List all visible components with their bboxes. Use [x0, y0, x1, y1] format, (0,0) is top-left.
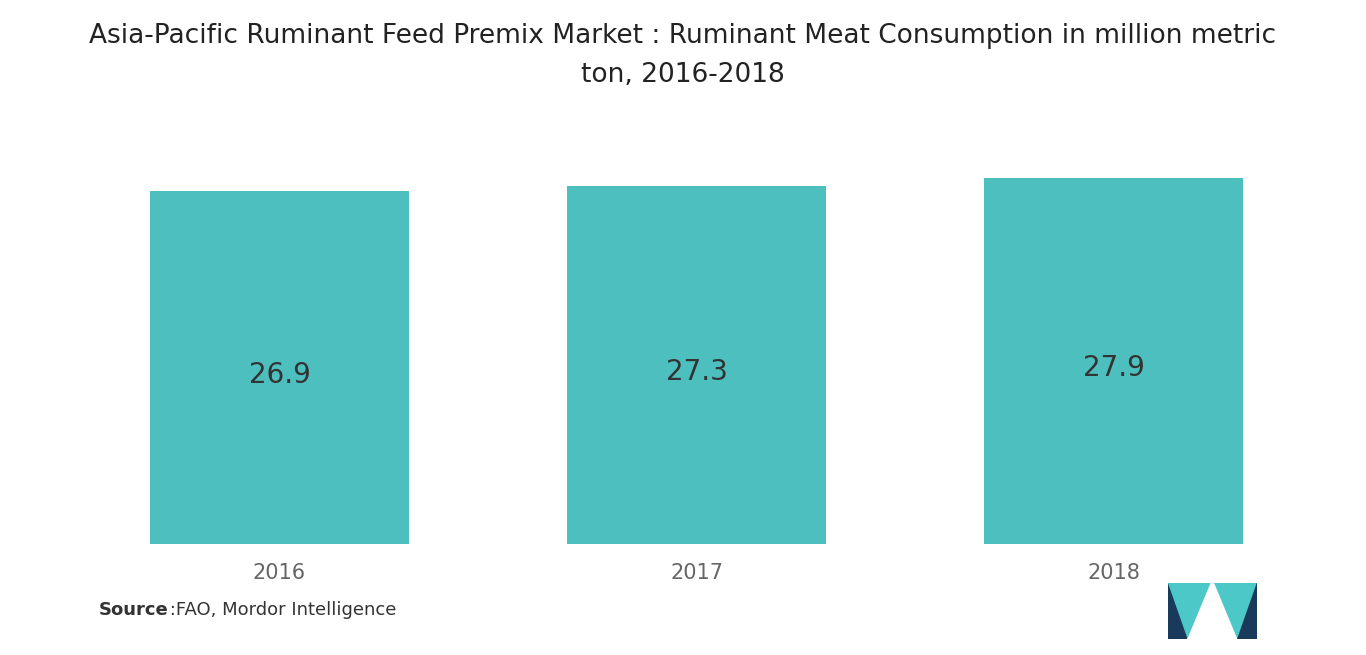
Polygon shape [1168, 583, 1187, 639]
Polygon shape [1238, 583, 1257, 639]
Text: 27.3: 27.3 [665, 358, 728, 386]
Text: 27.9: 27.9 [1083, 354, 1145, 383]
Bar [150, 191, 408, 544]
Bar [985, 178, 1243, 544]
Polygon shape [1168, 583, 1210, 639]
Bar [567, 186, 826, 544]
Text: Asia-Pacific Ruminant Feed Premix Market : Ruminant Meat Consumption in million : Asia-Pacific Ruminant Feed Premix Market… [89, 23, 1277, 49]
Text: Source: Source [98, 601, 168, 619]
Polygon shape [1214, 583, 1257, 639]
Text: 26.9: 26.9 [249, 360, 310, 388]
Text: :FAO, Mordor Intelligence: :FAO, Mordor Intelligence [164, 601, 396, 619]
Text: ton, 2016-2018: ton, 2016-2018 [581, 62, 785, 88]
